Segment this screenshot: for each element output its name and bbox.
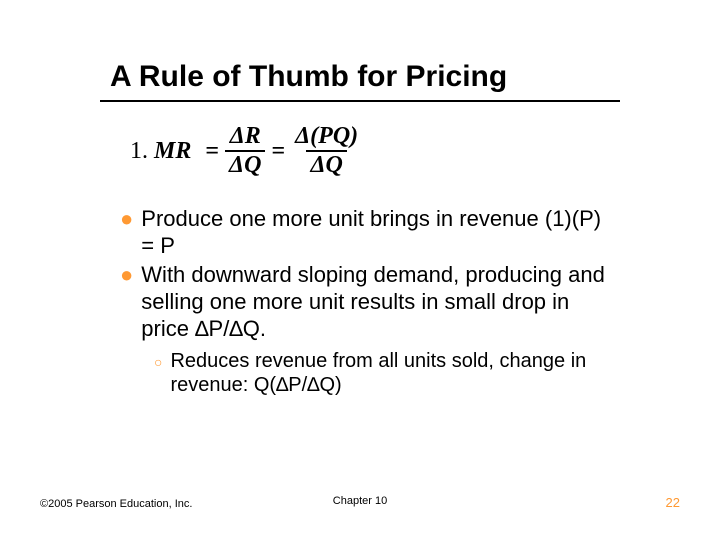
bullet-text: With downward sloping demand, producing … xyxy=(141,262,620,342)
copyright-text: ©2005 Pearson Education, Inc. xyxy=(40,498,192,510)
title-underline xyxy=(100,100,620,102)
bullet-marker-icon: ● xyxy=(120,262,133,289)
page-number: 22 xyxy=(666,495,680,510)
sub-bullet-text: Reduces revenue from all units sold, cha… xyxy=(170,349,620,398)
frac1-denominator: ΔQ xyxy=(225,150,265,178)
slide-title: A Rule of Thumb for Pricing xyxy=(110,60,620,94)
equals-sign-2: = xyxy=(271,138,285,165)
footer: ©2005 Pearson Education, Inc. Chapter 10… xyxy=(0,495,720,510)
bullet-marker-icon: ● xyxy=(120,206,133,233)
chapter-label: Chapter 10 xyxy=(333,495,387,507)
sub-bullet-marker-icon: ○ xyxy=(154,354,162,371)
sub-bullet-item: ○ Reduces revenue from all units sold, c… xyxy=(154,349,620,398)
slide: A Rule of Thumb for Pricing 1. MR = ΔR Δ… xyxy=(0,0,720,540)
fraction-1: ΔR ΔQ xyxy=(225,124,265,178)
bullet-item: ● Produce one more unit brings in revenu… xyxy=(120,206,620,260)
equation-number: 1. xyxy=(130,138,148,165)
fraction-2: Δ(PQ) ΔQ xyxy=(291,124,362,178)
equation: 1. MR = ΔR ΔQ = Δ(PQ) ΔQ xyxy=(130,124,620,178)
bullet-item: ● With downward sloping demand, producin… xyxy=(120,262,620,342)
equals-sign-1: = xyxy=(205,138,219,165)
frac2-denominator: ΔQ xyxy=(306,150,346,178)
bullet-text: Produce one more unit brings in revenue … xyxy=(141,206,620,260)
frac2-numerator: Δ(PQ) xyxy=(291,124,362,150)
equation-lhs: MR xyxy=(154,138,191,165)
frac1-numerator: ΔR xyxy=(226,124,265,150)
bullet-list: ● Produce one more unit brings in revenu… xyxy=(120,206,620,397)
